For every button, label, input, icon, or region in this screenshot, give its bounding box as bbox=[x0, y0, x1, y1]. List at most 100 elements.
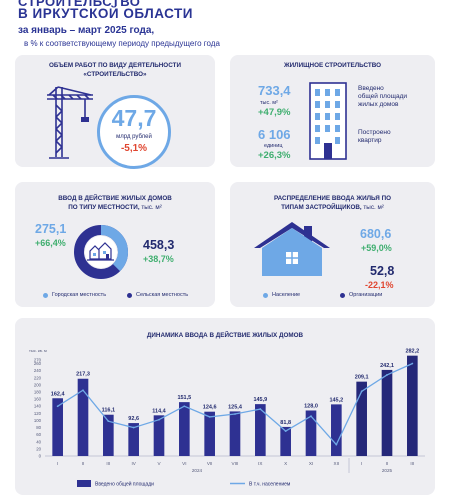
bar bbox=[128, 423, 139, 456]
y-tick-label: 100 bbox=[34, 418, 42, 423]
housing-flats-label-line1: Построено bbox=[358, 129, 391, 136]
y-tick-label: 160 bbox=[34, 397, 42, 402]
x-tick-label: VIII bbox=[232, 461, 239, 466]
bar-value-label: 151,5 bbox=[177, 395, 191, 401]
housing-flats-value: 6 106 bbox=[258, 127, 291, 142]
population-point bbox=[335, 443, 338, 446]
dynamics-card: ДИНАМИКА ВВОДА В ДЕЙСТВИЕ ЖИЛЫХ ДОМОВ ты… bbox=[15, 318, 435, 495]
x-tick-label: IV bbox=[131, 461, 136, 466]
locality-title-unit: тыс. м² bbox=[141, 204, 162, 211]
builders-org-change: -22,1% bbox=[365, 280, 394, 290]
bar bbox=[153, 415, 165, 456]
population-point bbox=[234, 413, 236, 415]
housing-area-label-line2: общей площади bbox=[358, 93, 408, 100]
y-tick-label: 240 bbox=[34, 368, 42, 373]
locality-rural-value: 458,3 bbox=[143, 238, 175, 252]
x-tick-label: II bbox=[82, 461, 85, 466]
works-unit: млрд рублей bbox=[116, 134, 152, 140]
locality-card: ВВОД В ДЕЙСТВИЕ ЖИЛЫХ ДОМОВ ПО ТИПУ МЕСТ… bbox=[15, 182, 215, 307]
locality-urban-value: 275,1 bbox=[35, 222, 67, 236]
y-tick-label: 260 bbox=[34, 361, 42, 366]
y-tick-label: 270 bbox=[34, 358, 42, 363]
housing-area-value: 733,4 bbox=[258, 83, 291, 98]
y-tick-label: 80 bbox=[36, 425, 41, 430]
page-note: в % к соответствующему периоду предыдуще… bbox=[24, 39, 220, 48]
bar-value-label: 125,4 bbox=[228, 404, 243, 410]
legend-urban-dot bbox=[43, 293, 48, 298]
y-tick-label: 200 bbox=[34, 382, 42, 387]
builders-card: РАСПРЕДЕЛЕНИЕ ВВОДА ЖИЛЬЯ ПО ТИПАМ ЗАСТР… bbox=[230, 182, 435, 307]
year-label: 2025 bbox=[382, 468, 393, 473]
bar bbox=[179, 402, 190, 456]
y-tick-label: 220 bbox=[34, 375, 42, 380]
housing-area-label: Введено общей площади жилых домов bbox=[358, 85, 407, 109]
house-icon bbox=[254, 222, 330, 276]
bar-value-label: 145,2 bbox=[329, 397, 343, 403]
housing-area-label-line3: жилых домов bbox=[358, 101, 399, 108]
builders-org-value: 52,8 bbox=[370, 264, 395, 278]
bar bbox=[280, 426, 291, 456]
bar bbox=[77, 378, 89, 456]
year-label: 2024 bbox=[192, 468, 203, 473]
y-axis-label: тыс. кв. м bbox=[29, 348, 47, 353]
population-point bbox=[386, 374, 388, 376]
housing-area-unit: тыс. м² bbox=[260, 100, 278, 106]
works-title-line1: ОБЪЕМ РАБОТ ПО ВИДУ ДЕЯТЕЛЬНОСТИ bbox=[49, 62, 181, 69]
bar-value-label: 124,6 bbox=[203, 405, 217, 411]
x-tick-label: V bbox=[157, 461, 161, 466]
legend-rural-dot bbox=[127, 293, 132, 298]
population-point bbox=[259, 408, 262, 410]
legend-org-dot bbox=[340, 293, 345, 298]
village-houses-icon bbox=[87, 242, 114, 261]
builders-population-value: 680,6 bbox=[360, 227, 392, 241]
works-title-line2: «СТРОИТЕЛЬСТВО» bbox=[83, 71, 147, 78]
population-point bbox=[56, 405, 59, 408]
bar-value-label: 145,9 bbox=[253, 397, 267, 403]
dynamics-chart: тыс. кв. м 0 20 40 60 80 100 120 140 160 180 200 220… bbox=[29, 348, 425, 488]
legend-org-label: Организации bbox=[349, 292, 383, 298]
bar bbox=[229, 411, 241, 456]
locality-title-line1: ВВОД В ДЕЙСТВИЕ ЖИЛЫХ ДОМОВ bbox=[58, 195, 172, 202]
apartment-building-icon bbox=[309, 82, 347, 160]
housing-card-title: ЖИЛИЩНОЕ СТРОИТЕЛЬСТВО bbox=[283, 62, 382, 69]
y-tick-label: 20 bbox=[36, 446, 41, 451]
chart-title: ДИНАМИКА ВВОДА В ДЕЙСТВИЕ ЖИЛЫХ ДОМОВ bbox=[146, 332, 304, 339]
legend-bar-swatch bbox=[77, 480, 91, 487]
builders-title-unit: тыс. м² bbox=[363, 204, 384, 211]
population-point bbox=[132, 426, 135, 429]
bar bbox=[331, 404, 342, 456]
y-tick-label: 180 bbox=[34, 390, 42, 395]
y-tick-label: 120 bbox=[34, 411, 42, 416]
bar bbox=[381, 369, 393, 456]
y-tick-label: 0 bbox=[39, 454, 42, 459]
housing-area-label-line1: Введено bbox=[358, 85, 384, 92]
locality-donut bbox=[74, 225, 128, 279]
population-point bbox=[82, 389, 84, 392]
y-tick-label: 60 bbox=[36, 432, 41, 437]
bar bbox=[305, 410, 317, 456]
bar-value-label: 162,4 bbox=[51, 391, 66, 397]
legend-line-label: В т.ч. населением bbox=[249, 482, 291, 488]
builders-population-change: +59,0% bbox=[361, 243, 392, 253]
bar-value-label: 128,0 bbox=[304, 403, 318, 409]
housing-flats-unit: единиц bbox=[264, 143, 283, 149]
x-tick-label: XII bbox=[334, 461, 340, 466]
builders-title-line1: РАСПРЕДЕЛЕНИЕ ВВОДА ЖИЛЬЯ ПО bbox=[274, 195, 391, 202]
legend-urban-label: Городская местность bbox=[52, 292, 107, 298]
x-tick-label: II bbox=[386, 461, 389, 466]
legend-population-dot bbox=[263, 293, 268, 298]
x-tick-label: X bbox=[284, 461, 287, 466]
bar-value-label: 209,1 bbox=[355, 375, 369, 381]
header-title-top: СТРОИТЕЛЬСТВО bbox=[18, 0, 141, 9]
legend-rural-label: Сельская местность bbox=[136, 292, 189, 298]
population-point bbox=[107, 420, 110, 423]
works-ring bbox=[97, 95, 171, 169]
bar-value-label: 81,8 bbox=[280, 420, 291, 426]
works-value: 47,7 bbox=[111, 105, 157, 131]
works-card: ОБЪЕМ РАБОТ ПО ВИДУ ДЕЯТЕЛЬНОСТИ «СТРОИТ… bbox=[15, 55, 215, 169]
locality-urban-change: +66,4% bbox=[35, 238, 66, 248]
works-card-title: ОБЪЕМ РАБОТ ПО ВИДУ ДЕЯТЕЛЬНОСТИ «СТРОИТ… bbox=[15, 61, 215, 79]
bar bbox=[407, 355, 418, 456]
bar bbox=[356, 381, 367, 456]
bar-value-label: 114,4 bbox=[152, 408, 166, 414]
